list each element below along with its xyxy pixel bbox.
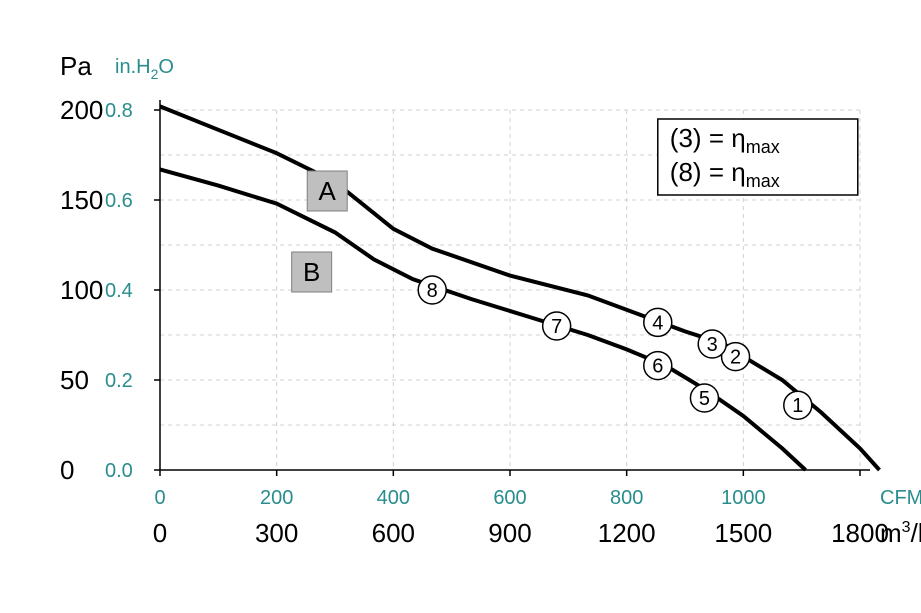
x-tick-label-cfm: 0 (154, 487, 165, 509)
x-tick-label-cfm: 600 (493, 487, 526, 509)
x-tick-label-m3h: 1200 (598, 518, 656, 548)
x-tick-label-m3h: 600 (372, 518, 415, 548)
marker-label-2: 2 (730, 347, 741, 369)
series-label-b: B (303, 257, 320, 287)
y-tick-label-inh2o: 0.6 (105, 190, 133, 212)
marker-label-7: 7 (551, 316, 562, 338)
y-tick-label-inh2o: 0.0 (105, 460, 133, 482)
y-tick-label-pa: 150 (60, 185, 103, 215)
x-tick-label-cfm: 400 (377, 487, 410, 509)
marker-label-1: 1 (792, 395, 803, 417)
marker-label-3: 3 (707, 334, 718, 356)
x-tick-label-cfm: 1000 (721, 487, 766, 509)
y-tick-label-inh2o: 0.2 (105, 370, 133, 392)
x-axis-label-cfm: CFM (880, 487, 921, 509)
y-tick-label-inh2o: 0.4 (105, 280, 133, 302)
y-tick-label-inh2o: 0.8 (105, 100, 133, 122)
x-tick-label-m3h: 0 (153, 518, 167, 548)
marker-label-4: 4 (652, 312, 663, 334)
x-axis-label-m3h: m3/h (880, 518, 921, 548)
x-tick-label-m3h: 300 (255, 518, 298, 548)
y-tick-label-pa: 200 (60, 95, 103, 125)
chart-bg (0, 0, 921, 613)
marker-label-8: 8 (427, 280, 438, 302)
x-tick-label-cfm: 200 (260, 487, 293, 509)
y-tick-label-pa: 0 (60, 455, 74, 485)
x-tick-label-m3h: 900 (488, 518, 531, 548)
x-tick-label-cfm: 800 (610, 487, 643, 509)
marker-label-5: 5 (699, 388, 710, 410)
y-tick-label-pa: 50 (60, 365, 89, 395)
fan-curve-chart: 00.0500.21000.41500.62000.80300600900120… (0, 0, 921, 613)
y-axis-label-pa: Pa (60, 51, 92, 81)
series-label-a: A (319, 176, 337, 206)
x-tick-label-m3h: 1500 (714, 518, 772, 548)
y-tick-label-pa: 100 (60, 275, 103, 305)
marker-label-6: 6 (652, 356, 663, 378)
